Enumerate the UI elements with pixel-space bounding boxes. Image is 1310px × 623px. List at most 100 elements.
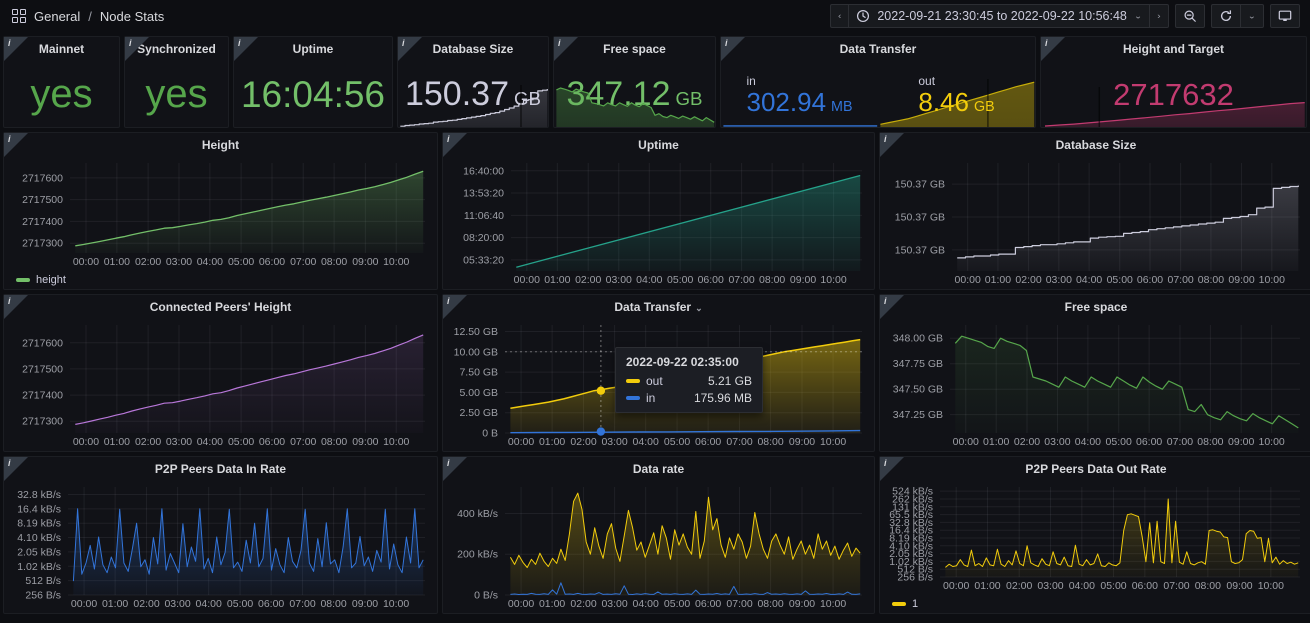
panel-title[interactable]: Uptime [638, 138, 679, 152]
svg-text:10:00: 10:00 [820, 436, 846, 448]
panel-info-icon[interactable]: i [1041, 37, 1065, 61]
time-shift-back-button[interactable]: ‹ [830, 4, 849, 28]
panel-info-icon[interactable]: i [234, 37, 258, 61]
svg-text:08:00: 08:00 [759, 274, 785, 286]
time-range-label: 2022-09-21 23:30:45 to 2022-09-22 10:56:… [877, 9, 1127, 23]
svg-text:09:00: 09:00 [1226, 580, 1252, 592]
legend-label[interactable]: height [36, 274, 66, 286]
svg-text:2717300: 2717300 [22, 238, 63, 250]
time-range-picker[interactable]: 2022-09-21 23:30:45 to 2022-09-22 10:56:… [848, 4, 1150, 28]
svg-text:347.50 GB: 347.50 GB [893, 384, 943, 396]
svg-text:2.05 kB/s: 2.05 kB/s [889, 548, 933, 560]
data-rate-chart[interactable]: 00:00 01:00 02:00 03:00 04:00 05:00 06:00 07:00… [447, 481, 870, 611]
panel-title[interactable]: Height and Target [1122, 42, 1225, 56]
panel-title[interactable]: Uptime [292, 42, 334, 56]
svg-text:03:00: 03:00 [601, 436, 627, 448]
panel-title[interactable]: P2P Peers Data In Rate [154, 462, 287, 476]
panel-info-icon[interactable]: i [443, 133, 467, 157]
height-chart[interactable]: 00:00 01:00 02:00 03:00 04:00 05:00 06:00 07:00… [8, 157, 433, 269]
panel-title[interactable]: Data rate [632, 462, 685, 476]
panel-title[interactable]: Connected Peers' Height [149, 300, 292, 314]
panel-menu-chevron-icon[interactable]: ⌄ [695, 303, 703, 313]
svg-text:01:00: 01:00 [544, 274, 570, 286]
refresh-interval-dropdown[interactable]: ⌄ [1239, 4, 1264, 28]
svg-text:06:00: 06:00 [258, 598, 284, 610]
svg-text:10.00 GB: 10.00 GB [454, 346, 498, 358]
panel-title[interactable]: Synchronized [137, 42, 216, 56]
svg-text:07:00: 07:00 [726, 598, 752, 610]
svg-text:03:00: 03:00 [1044, 436, 1070, 448]
svg-text:08:00: 08:00 [1198, 274, 1224, 286]
panel-info-icon[interactable]: i [880, 133, 904, 157]
svg-text:05:00: 05:00 [228, 436, 254, 448]
refresh-button[interactable] [1210, 4, 1240, 28]
panel-title[interactable]: P2P Peers Data Out Rate [1025, 462, 1167, 476]
legend-swatch [16, 278, 30, 282]
panel-title[interactable]: Free space [1064, 300, 1128, 314]
svg-text:06:00: 06:00 [259, 436, 285, 448]
out-label: out [918, 73, 936, 88]
svg-text:00:00: 00:00 [953, 436, 979, 448]
svg-text:150.37 GB: 150.37 GB [895, 212, 945, 224]
panel-info-icon[interactable]: i [4, 457, 28, 481]
svg-text:04:00: 04:00 [196, 598, 222, 610]
svg-text:16:40:00: 16:40:00 [463, 165, 504, 177]
panel-title[interactable]: Database Size [432, 42, 514, 56]
panel-info-icon[interactable]: i [125, 37, 149, 61]
svg-text:2717600: 2717600 [22, 172, 63, 184]
svg-text:08:00: 08:00 [321, 256, 347, 268]
data-out-sparkline [878, 79, 1035, 127]
breadcrumb[interactable]: General / Node Stats [12, 9, 164, 24]
svg-text:09:00: 09:00 [352, 436, 378, 448]
legend-label[interactable]: 1 [912, 598, 919, 610]
panel-database-size-chart: i Database Size 00:00 01:00 02:00 03:00 04:0… [879, 132, 1310, 290]
legend-p2p-out[interactable]: 1 [892, 598, 918, 610]
panel-info-icon[interactable]: i [398, 37, 422, 61]
panel-height-and-target: i Height and Target 2717632 [1040, 36, 1307, 128]
data-transfer-chart[interactable]: 00:00 01:00 02:00 03:00 04:00 05:00 06:00 07:00… [447, 319, 870, 449]
peers-height-chart[interactable]: 00:00 01:00 02:00 03:00 04:00 05:00 06:00 07:00… [8, 319, 433, 449]
svg-text:05:00: 05:00 [1107, 274, 1133, 286]
panel-info-icon[interactable]: i [880, 295, 904, 319]
panel-title[interactable]: Mainnet [38, 42, 85, 56]
svg-text:01:00: 01:00 [983, 436, 1009, 448]
time-shift-forward-button[interactable]: › [1149, 4, 1169, 28]
svg-text:05:00: 05:00 [227, 598, 253, 610]
panel-title[interactable]: Data Transfer [839, 42, 917, 56]
svg-text:16.4 kB/s: 16.4 kB/s [17, 503, 61, 515]
svg-text:347.75 GB: 347.75 GB [893, 358, 943, 370]
panel-info-icon[interactable]: i [4, 37, 28, 61]
panel-title[interactable]: Height [201, 138, 240, 152]
panel-title[interactable]: Database Size [1055, 138, 1137, 152]
zoom-out-time-button[interactable] [1174, 4, 1205, 28]
svg-text:08:20:00: 08:20:00 [463, 232, 504, 244]
panel-info-icon[interactable]: i [4, 295, 28, 319]
kiosk-mode-button[interactable] [1270, 4, 1300, 28]
svg-text:10:00: 10:00 [383, 436, 409, 448]
svg-text:10:00: 10:00 [383, 598, 409, 610]
panel-title[interactable]: Free space [603, 42, 666, 56]
panel-info-icon[interactable]: i [554, 37, 578, 61]
magnifier-minus-icon [1184, 10, 1196, 22]
database-size-chart[interactable]: 00:00 01:00 02:00 03:00 04:00 05:00 06:00 07:00… [884, 157, 1308, 287]
data-out-value: 8.46 GB [918, 86, 995, 117]
free-space-chart[interactable]: 00:00 01:00 02:00 03:00 04:00 05:00 06:00 07:00… [884, 319, 1308, 449]
breadcrumb-dashboard[interactable]: Node Stats [99, 8, 165, 24]
svg-text:09:00: 09:00 [1228, 274, 1254, 286]
panel-info-icon[interactable]: i [721, 37, 745, 61]
panel-info-icon[interactable]: i [4, 133, 28, 157]
database-size-sparkline [398, 85, 548, 127]
panel-info-icon[interactable]: i [443, 295, 467, 319]
legend-height[interactable]: height [16, 274, 66, 286]
panel-info-icon[interactable]: i [443, 457, 467, 481]
svg-text:4.10 kB/s: 4.10 kB/s [889, 540, 933, 552]
p2p-data-out-chart[interactable]: 00:00 01:00 02:00 03:00 04:00 05:00 06:00 07:00… [884, 481, 1308, 593]
breadcrumb-folder[interactable]: General [34, 8, 81, 24]
svg-text:07:00: 07:00 [728, 274, 754, 286]
panel-free-space-stat: i Free space 347.12 GB [553, 36, 716, 128]
p2p-data-in-chart[interactable]: 00:00 01:00 02:00 03:00 04:00 05:00 06:00 07:00… [8, 481, 433, 611]
uptime-chart[interactable]: 00:00 01:00 02:00 03:00 04:00 05:00 06:00 07:00… [447, 157, 870, 287]
panel-title[interactable]: Data Transfer ⌄ [614, 300, 703, 314]
svg-text:512 B/s: 512 B/s [897, 564, 933, 576]
panel-info-icon[interactable]: i [880, 457, 904, 481]
